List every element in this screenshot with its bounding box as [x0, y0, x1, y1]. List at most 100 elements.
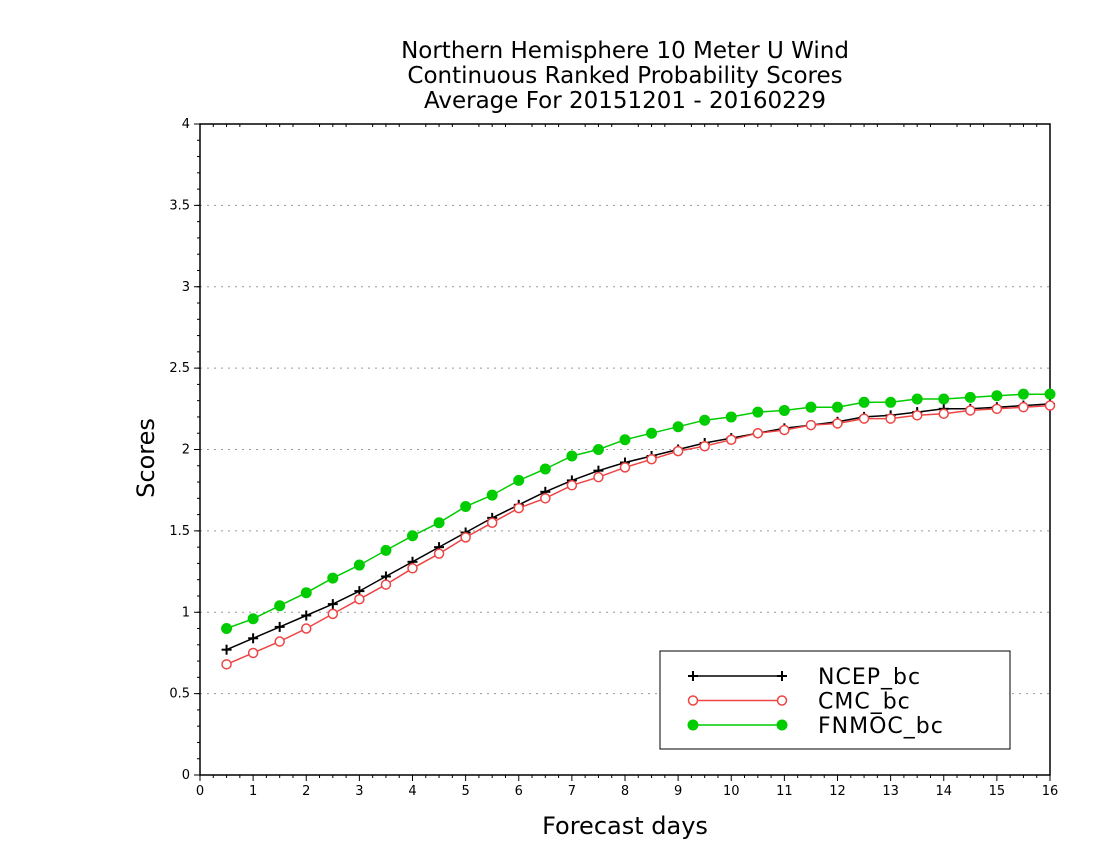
data-point-fnmoc-bc — [247, 613, 259, 625]
data-point-cmc-bc — [433, 548, 445, 559]
data-point-fnmoc-bc — [805, 401, 817, 413]
data-point-fnmoc-bc — [699, 414, 711, 426]
data-point-fnmoc-bc — [274, 600, 286, 612]
x-tick-label: 3 — [355, 784, 363, 799]
data-point-cmc-bc — [380, 579, 392, 590]
data-point-cmc-bc — [354, 593, 365, 605]
data-point-fnmoc-bc — [964, 391, 976, 403]
legend-item-cmc-bc: CMC_bc — [687, 690, 911, 715]
data-point-cmc-bc — [301, 623, 312, 634]
x-tick-label: 11 — [776, 784, 793, 799]
x-tick-label: 12 — [829, 784, 846, 799]
data-point-fnmoc-bc — [327, 572, 339, 584]
data-point-fnmoc-bc — [885, 396, 897, 408]
y-tick-label: 3.5 — [169, 198, 190, 213]
chart-title-line-2: Continuous Ranked Probability Scores — [407, 63, 843, 89]
data-point-fnmoc-bc — [646, 427, 658, 439]
data-point-cmc-bc — [752, 427, 764, 439]
x-tick-label: 2 — [302, 784, 310, 799]
x-axis-label: Forecast days — [542, 812, 708, 840]
x-tick-label: 0 — [196, 784, 204, 799]
data-point-ncep-bc — [327, 599, 338, 610]
data-point-cmc-bc — [540, 493, 551, 504]
data-point-cmc-bc — [486, 517, 498, 528]
data-point-fnmoc-bc — [991, 390, 1003, 402]
legend-item-fnmoc-bc: FNMOC_bc — [687, 714, 944, 739]
data-point-cmc-bc — [1044, 400, 1056, 411]
x-tick-label: 4 — [408, 784, 416, 799]
legend-label: NCEP_bc — [818, 665, 921, 690]
data-point-cmc-bc — [991, 403, 1003, 415]
x-tick-label: 8 — [621, 784, 629, 799]
data-point-cmc-bc — [221, 659, 232, 670]
data-point-cmc-bc — [407, 563, 418, 574]
x-tick-label: 7 — [568, 784, 576, 799]
data-point-fnmoc-bc — [911, 393, 923, 405]
data-point-fnmoc-bc — [566, 450, 578, 462]
data-point-fnmoc-bc — [221, 623, 233, 635]
data-point-fnmoc-bc — [513, 474, 525, 486]
data-point-ncep-bc — [274, 621, 285, 632]
data-point-cmc-bc — [672, 445, 684, 457]
x-tick-label: 13 — [882, 784, 899, 799]
x-tick-label: 10 — [723, 784, 740, 799]
data-point-fnmoc-bc — [1017, 388, 1029, 400]
y-tick-label: 0 — [182, 768, 190, 783]
legend-label: CMC_bc — [818, 690, 911, 715]
x-tick-label: 15 — [989, 784, 1006, 799]
data-point-cmc-bc — [274, 636, 285, 647]
data-point-fnmoc-bc — [858, 396, 870, 408]
data-point-fnmoc-bc — [725, 411, 737, 423]
x-tick-label: 16 — [1042, 784, 1059, 799]
y-tick-label: 3 — [182, 280, 190, 295]
data-point-ncep-bc — [221, 644, 232, 655]
x-tick-label: 9 — [674, 784, 682, 799]
data-point-cmc-bc — [911, 410, 923, 421]
chart-title-line-1: Northern Hemisphere 10 Meter U Wind — [401, 38, 849, 64]
data-point-cmc-bc — [699, 440, 710, 452]
data-point-fnmoc-bc — [460, 500, 472, 512]
data-point-fnmoc-bc — [778, 404, 790, 416]
grid-layer — [200, 204, 1050, 695]
legend-marker — [776, 719, 788, 731]
series-layer — [221, 388, 1056, 670]
data-point-cmc-bc — [619, 462, 631, 473]
legend-marker — [688, 671, 698, 681]
data-point-fnmoc-bc — [672, 421, 684, 433]
data-point-cmc-bc — [593, 471, 604, 483]
data-point-cmc-bc — [1018, 401, 1029, 413]
x-tick-label: 14 — [935, 784, 952, 799]
chart-title-line-3: Average For 20151201 - 20160229 — [423, 88, 827, 114]
data-point-cmc-bc — [726, 434, 737, 445]
y-tick-label: 1.5 — [169, 524, 190, 539]
data-point-fnmoc-bc — [938, 393, 950, 405]
tick-layer: 00.511.522.533.540 1 2 3 4 5 6 7 8 9 10 11 12 13 14 15 1… — [169, 117, 1058, 799]
x-tick-label: 1 — [249, 784, 257, 799]
legend-marker — [687, 719, 699, 731]
y-tick-label: 4 — [182, 117, 190, 132]
data-point-cmc-bc — [938, 408, 949, 419]
y-tick-label: 0.5 — [169, 687, 190, 702]
legend-marker — [776, 695, 788, 706]
data-point-fnmoc-bc — [752, 406, 764, 418]
data-point-fnmoc-bc — [1044, 388, 1056, 400]
data-point-fnmoc-bc — [433, 517, 445, 529]
data-point-fnmoc-bc — [539, 463, 551, 475]
y-axis-label: Scores — [132, 418, 160, 498]
data-point-cmc-bc — [858, 413, 870, 424]
series-line-cmc-bc — [226, 404, 1051, 665]
series-ncep-bc — [221, 398, 1055, 655]
legend-item-ncep-bc: NCEP_bc — [688, 665, 921, 690]
data-point-cmc-bc — [327, 608, 339, 620]
data-point-cmc-bc — [832, 418, 843, 429]
legend-label: FNMOC_bc — [818, 714, 944, 739]
data-point-fnmoc-bc — [592, 444, 604, 455]
data-point-fnmoc-bc — [300, 587, 312, 599]
series-line-fnmoc-bc — [226, 393, 1050, 630]
data-point-cmc-bc — [646, 454, 657, 465]
x-tick-label: 6 — [515, 784, 523, 799]
data-point-fnmoc-bc — [832, 401, 843, 413]
data-point-cmc-bc — [513, 502, 524, 514]
data-point-fnmoc-bc — [619, 434, 631, 446]
